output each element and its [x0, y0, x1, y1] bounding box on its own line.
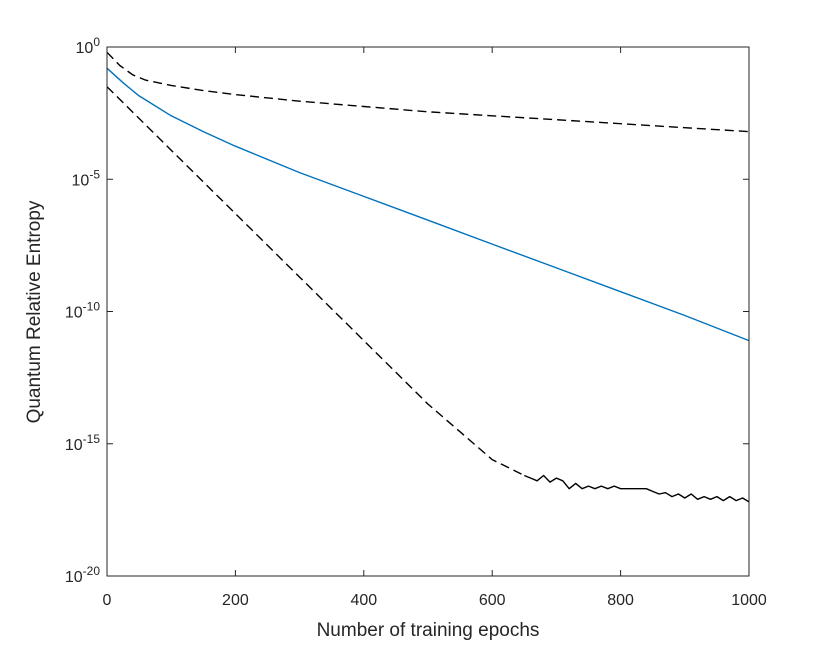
x-tick-label-4: 800: [607, 592, 634, 609]
y-tick-label-2: 10-10: [65, 300, 100, 322]
x-tick-label-1: 200: [222, 592, 249, 609]
axes-box: [106, 46, 750, 577]
x-tick-label-0: 0: [103, 592, 112, 609]
series-line-3: [106, 86, 525, 477]
y-tick-label-0: 100: [76, 35, 101, 57]
x-tick-label-3: 600: [479, 592, 506, 609]
x-tick-label-2: 400: [350, 592, 377, 609]
y-tick-label-3: 10-15: [65, 432, 100, 454]
series-line-1: [106, 51, 750, 133]
series-line-2: [106, 67, 750, 342]
y-tick-label-4: 10-20: [65, 564, 100, 586]
series-line-4: [524, 474, 750, 503]
y-axis-label: Quantum Relative Entropy: [24, 200, 45, 423]
axes-layer: 0 200 400 600 800 1000 100 10-5 10-10 10-15 10-20: [65, 35, 767, 609]
x-tick-label-5: 1000: [731, 592, 767, 609]
x-axis-label: Number of training epochs: [317, 620, 540, 641]
series-layer: [106, 51, 750, 503]
y-tick-label-1: 10-5: [72, 167, 101, 189]
